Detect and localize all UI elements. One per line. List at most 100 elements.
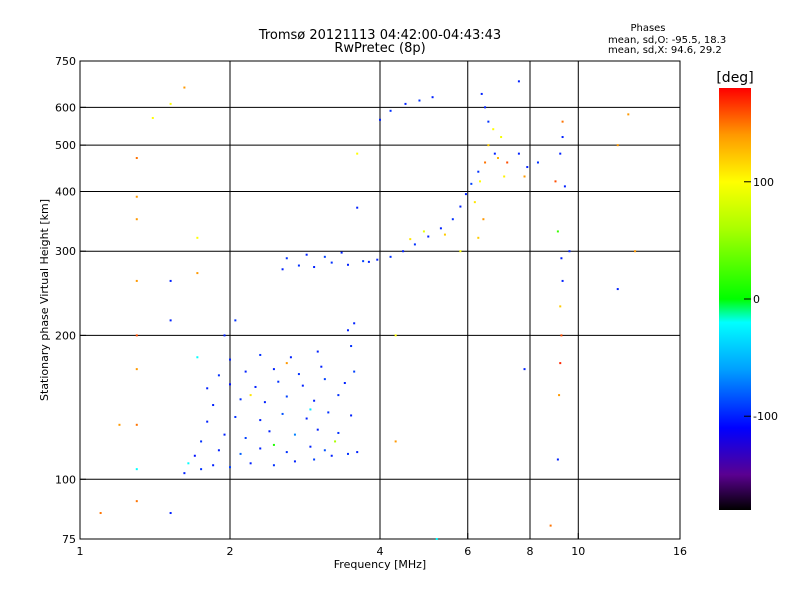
y-tick-label: 300 bbox=[55, 245, 76, 258]
scatter-point bbox=[320, 365, 323, 368]
scatter-point bbox=[285, 395, 288, 398]
scatter-point bbox=[346, 452, 349, 455]
scatter-point bbox=[480, 92, 483, 95]
y-tick-label: 600 bbox=[55, 101, 76, 114]
scatter-point bbox=[196, 272, 199, 275]
scatter-point bbox=[560, 334, 563, 337]
scatter-point bbox=[229, 358, 231, 361]
scatter-points bbox=[99, 80, 637, 540]
scatter-point bbox=[249, 394, 252, 397]
scatter-point bbox=[229, 466, 231, 469]
scatter-point bbox=[330, 261, 333, 264]
scatter-point bbox=[135, 500, 138, 503]
scatter-point bbox=[487, 144, 490, 147]
x-tick-label: 6 bbox=[464, 545, 471, 558]
scatter-point bbox=[464, 193, 467, 196]
scatter-point bbox=[285, 257, 288, 260]
scatter-point bbox=[281, 268, 284, 271]
scatter-point bbox=[560, 257, 563, 260]
scatter-point bbox=[558, 394, 561, 397]
colorbar: [deg] 100 0 -100 bbox=[716, 70, 778, 510]
scatter-point bbox=[413, 243, 416, 246]
scatter-point bbox=[206, 420, 209, 423]
scatter-point bbox=[118, 423, 121, 426]
x-tick-label: 16 bbox=[673, 545, 687, 558]
scatter-point bbox=[340, 251, 343, 254]
scatter-point bbox=[323, 378, 326, 381]
scatter-point bbox=[293, 460, 296, 463]
scatter-point bbox=[389, 255, 392, 258]
scatter-point bbox=[239, 398, 242, 401]
scatter-point bbox=[346, 263, 349, 266]
scatter-point bbox=[259, 419, 262, 422]
scatter-point bbox=[356, 451, 359, 454]
scatter-point bbox=[343, 382, 346, 385]
scatter-point bbox=[526, 166, 529, 169]
scatter-point bbox=[135, 468, 138, 471]
phases-stat-x: mean, sd,X: 94.6, 29.2 bbox=[608, 45, 722, 56]
scatter-point bbox=[135, 195, 138, 198]
scatter-point bbox=[151, 116, 154, 119]
scatter-point bbox=[487, 120, 490, 123]
scatter-point bbox=[259, 447, 262, 450]
scatter-point bbox=[559, 305, 562, 308]
scatter-point bbox=[272, 464, 275, 467]
scatter-point bbox=[616, 144, 619, 147]
x-tick-label: 1 bbox=[77, 545, 84, 558]
scatter-point bbox=[200, 440, 203, 443]
scatter-point bbox=[394, 440, 397, 443]
scatter-point bbox=[616, 288, 619, 291]
scatter-point bbox=[313, 458, 316, 461]
scatter-point bbox=[135, 218, 138, 221]
scatter-point bbox=[427, 235, 430, 238]
scatter-point bbox=[316, 428, 319, 431]
scatter-point bbox=[561, 136, 564, 139]
scatter-point bbox=[135, 423, 138, 426]
y-tick-label: 100 bbox=[55, 473, 76, 486]
scatter-point bbox=[309, 445, 312, 448]
scatter-point bbox=[627, 113, 630, 116]
scatter-point bbox=[297, 373, 300, 376]
scatter-point bbox=[277, 380, 280, 383]
scatter-point bbox=[356, 206, 359, 209]
scatter-point bbox=[353, 370, 356, 373]
scatter-point bbox=[259, 353, 262, 356]
scatter-point bbox=[418, 99, 421, 102]
scatter-point bbox=[285, 451, 288, 454]
scatter-point bbox=[496, 157, 499, 160]
scatter-point bbox=[492, 128, 495, 131]
scatter-point bbox=[309, 408, 312, 411]
scatter-point bbox=[193, 454, 196, 457]
scatter-point bbox=[330, 454, 333, 457]
scatter-point bbox=[223, 334, 226, 337]
scatter-point bbox=[196, 236, 199, 239]
scatter-point bbox=[285, 362, 288, 365]
scatter-point bbox=[301, 384, 304, 387]
scatter-point bbox=[169, 512, 172, 515]
x-tick-label: 10 bbox=[571, 545, 585, 558]
phases-heading: Phases bbox=[630, 23, 665, 34]
colorbar-tick-label: 0 bbox=[753, 293, 760, 306]
y-gridlines bbox=[80, 106, 680, 480]
scatter-point bbox=[272, 368, 275, 371]
x-axis-ticks: 1 2 4 6 8 10 16 bbox=[77, 533, 687, 558]
scatter-point bbox=[561, 279, 564, 282]
scatter-point bbox=[431, 96, 434, 99]
scatter-point bbox=[244, 370, 247, 373]
scatter-point bbox=[268, 430, 271, 433]
scatter-point bbox=[459, 250, 462, 253]
y-tick-label: 75 bbox=[62, 533, 76, 546]
scatter-point bbox=[500, 136, 503, 139]
scatter-point bbox=[169, 319, 172, 322]
scatter-point bbox=[305, 417, 308, 420]
scatter-point bbox=[362, 260, 365, 263]
colorbar-label: [deg] bbox=[716, 70, 753, 86]
scatter-point bbox=[313, 266, 316, 269]
colorbar-tick-label: 100 bbox=[753, 176, 774, 189]
colorbar-tick-label: -100 bbox=[753, 410, 778, 423]
scatter-point bbox=[196, 356, 199, 359]
scatter-point bbox=[293, 433, 296, 436]
scatter-point bbox=[206, 387, 209, 390]
scatter-point bbox=[169, 102, 172, 105]
scatter-point bbox=[556, 230, 559, 233]
